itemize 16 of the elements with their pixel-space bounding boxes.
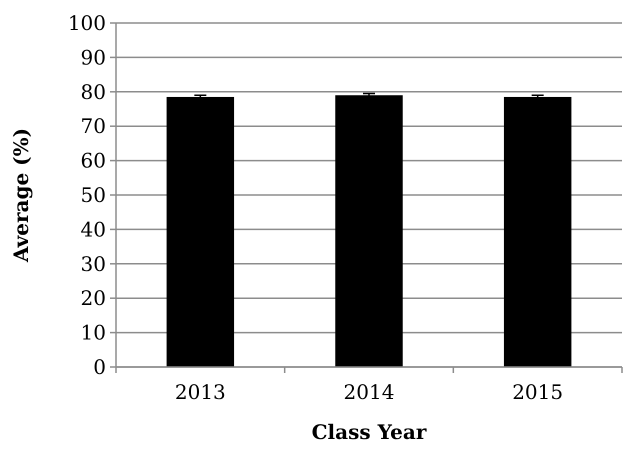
y-tick-label: 50 [80, 183, 106, 207]
y-tick-label: 20 [80, 286, 106, 310]
y-tick-label: 40 [80, 217, 106, 242]
x-tick-label: 2014 [344, 380, 394, 404]
y-axis-title: Average (%) [9, 128, 33, 264]
y-tick-label: 100 [68, 11, 106, 35]
y-tick-label: 80 [80, 80, 106, 104]
y-tick-label: 30 [80, 252, 106, 276]
x-tick-label: 2015 [512, 380, 564, 404]
x-tick-label: 2013 [174, 380, 226, 404]
y-tick-label: 60 [80, 148, 106, 173]
y-tick-label: 0 [93, 355, 106, 379]
x-axis-title: Class Year [312, 420, 427, 444]
y-tick-label: 90 [80, 45, 106, 70]
y-tick-label: 10 [80, 320, 106, 345]
y-tick-label: 70 [80, 114, 106, 138]
